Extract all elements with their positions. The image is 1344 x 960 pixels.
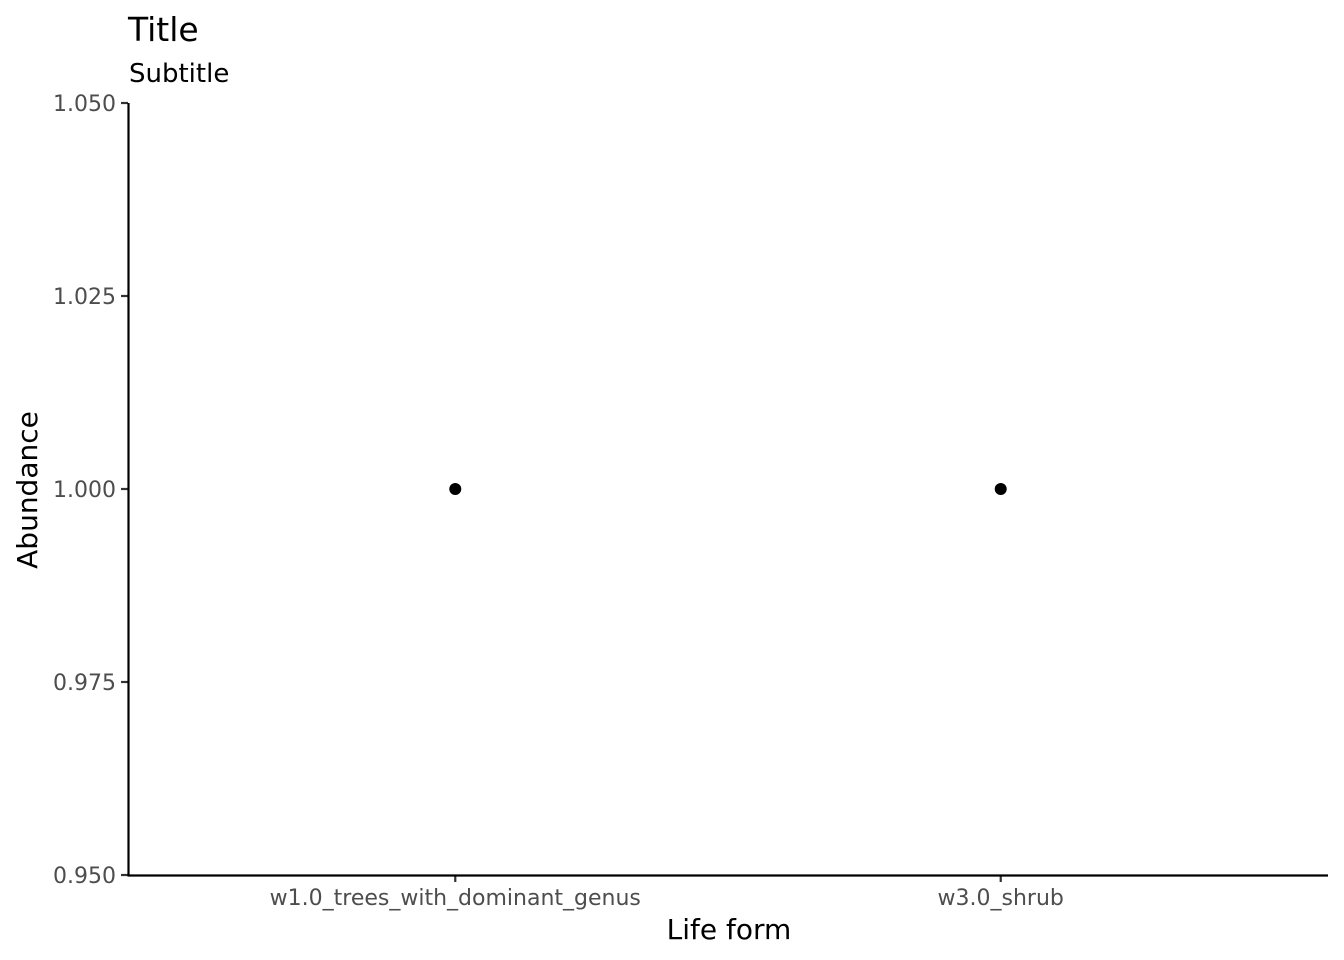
chart-subtitle: Subtitle: [129, 59, 229, 89]
x-tick-label: w3.0_shrub: [938, 886, 1064, 911]
y-tick-label: 1.025: [53, 285, 116, 310]
chart-title: Title: [127, 10, 199, 49]
data-points: [449, 483, 1007, 495]
data-point: [449, 483, 462, 495]
y-tick-label: 0.975: [53, 671, 116, 696]
x-axis-ticks: w1.0_trees_with_dominant_genus w3.0_shrub: [270, 875, 1064, 911]
data-point: [994, 483, 1007, 495]
y-tick-label: 1.000: [53, 478, 116, 503]
y-axis-title: Abundance: [11, 411, 44, 569]
x-tick-label: w1.0_trees_with_dominant_genus: [270, 886, 641, 911]
x-axis-title: Life form: [667, 913, 792, 946]
y-tick-label: 1.050: [53, 92, 116, 117]
y-axis-ticks: 0.950 0.975 1.000 1.025 1.050: [53, 92, 128, 889]
y-tick-label: 0.950: [53, 864, 116, 889]
